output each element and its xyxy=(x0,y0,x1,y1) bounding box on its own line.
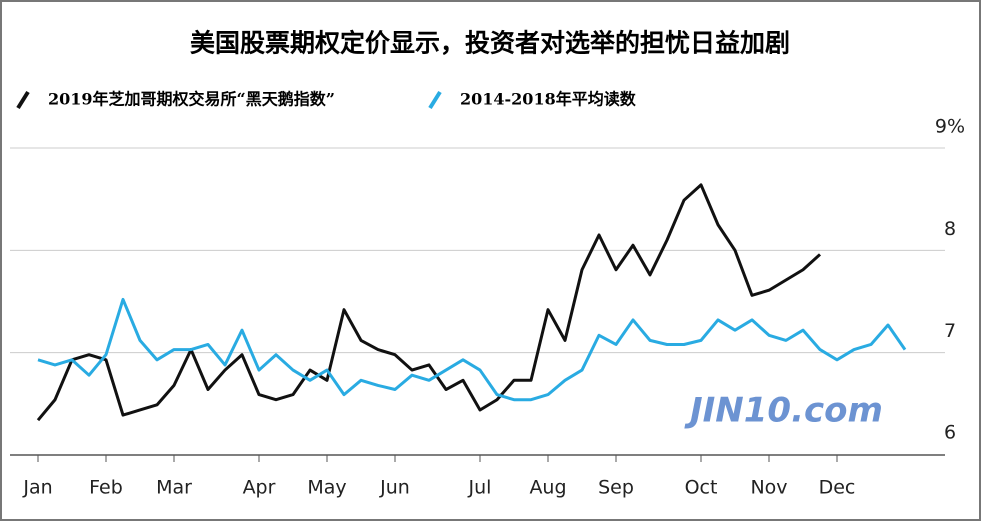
legend-marker xyxy=(428,90,442,110)
y-tick-label: 8 xyxy=(944,218,956,240)
x-tick-label: Apr xyxy=(243,477,276,499)
x-tick-label: Jul xyxy=(468,477,492,499)
x-tick-label: Feb xyxy=(89,477,123,499)
x-tick-label: Oct xyxy=(685,477,718,499)
x-tick-label: Nov xyxy=(750,477,787,499)
legend-marker xyxy=(16,90,30,110)
y-tick-label: 6 xyxy=(944,422,956,444)
legend-label: 2019年芝加哥期权交易所“黑天鹅指数” xyxy=(48,90,335,109)
series-line xyxy=(37,297,907,402)
x-tick-label: Sep xyxy=(598,477,634,499)
watermark: JIN10.com xyxy=(684,391,883,431)
x-tick-label: May xyxy=(307,477,346,499)
x-tick-label: Dec xyxy=(819,477,856,499)
y-tick-label: 9% xyxy=(935,116,965,138)
y-tick-label: 7 xyxy=(944,320,956,342)
series-line xyxy=(36,183,822,422)
chart-title: 美国股票期权定价显示，投资者对选举的担忧日益加剧 xyxy=(190,29,790,58)
x-tick-label: Jan xyxy=(22,477,52,499)
x-tick-label: Aug xyxy=(529,477,566,499)
x-tick-label: Mar xyxy=(156,477,192,499)
x-tick-label: Jun xyxy=(379,477,410,499)
legend-label: 2014-2018年平均读数 xyxy=(460,90,637,109)
